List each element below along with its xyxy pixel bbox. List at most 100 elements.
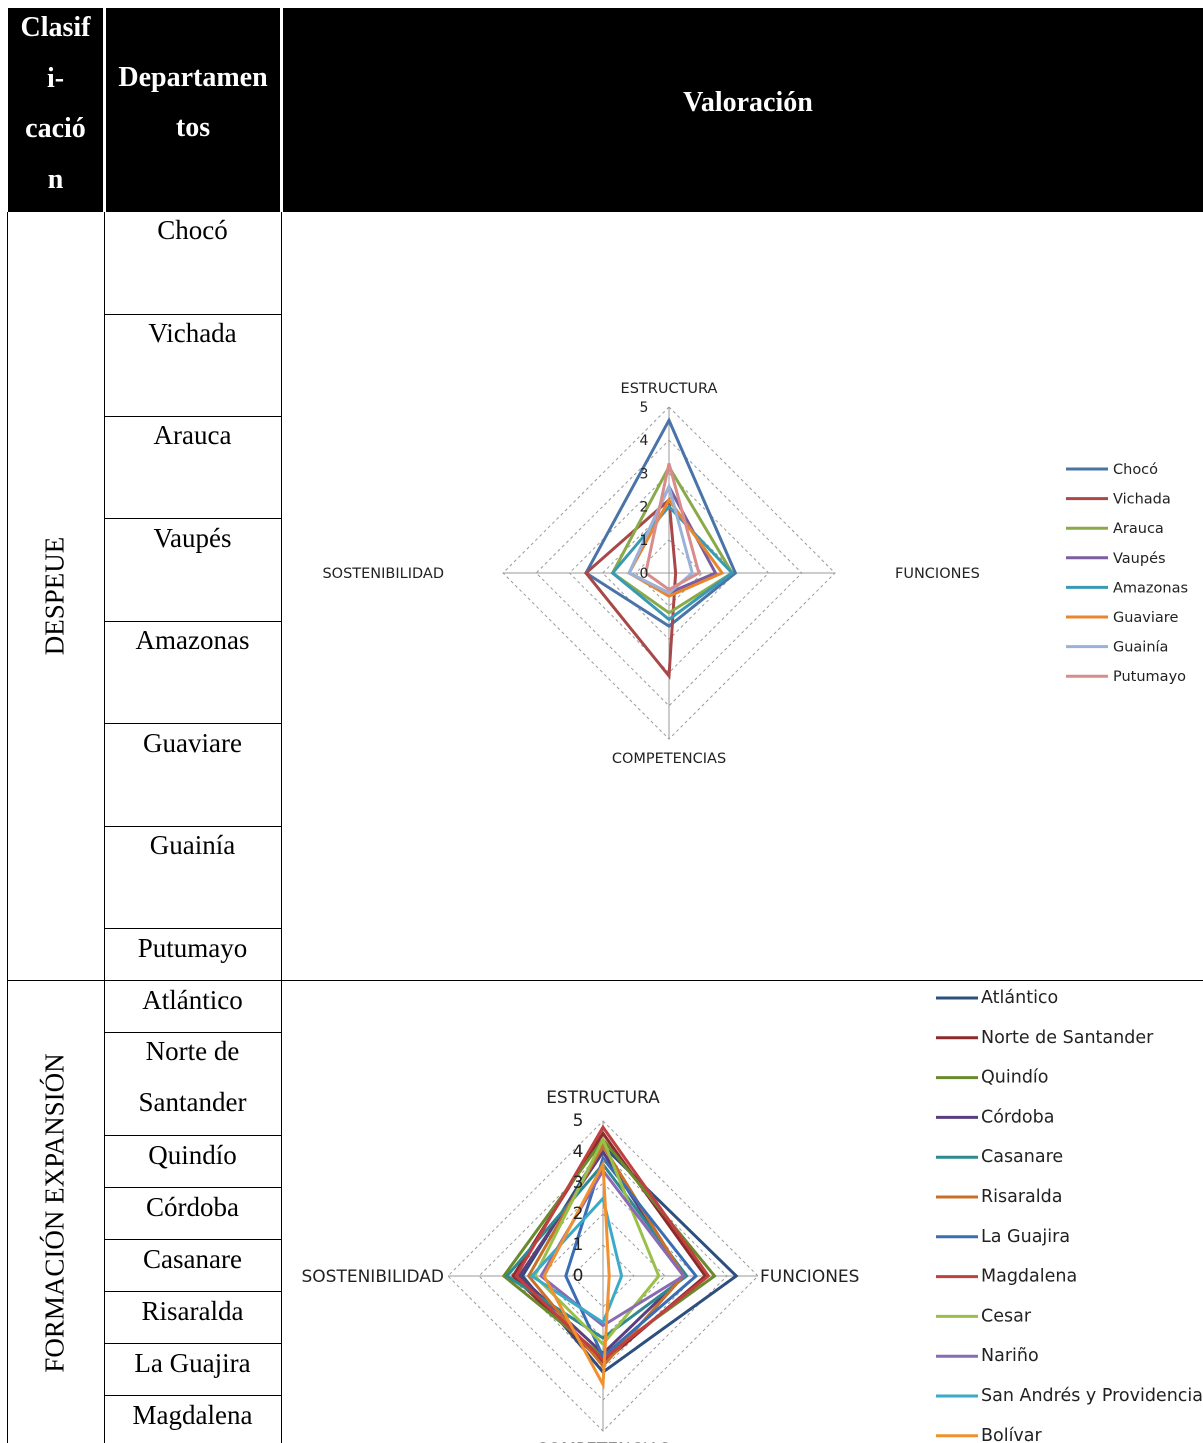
radar-gridline — [571, 1244, 635, 1308]
department-cell: Atlántico — [142, 985, 243, 1015]
radar-tick-label: 2 — [573, 1204, 584, 1224]
radar-series-5 — [610, 504, 735, 622]
row-sep — [104, 621, 282, 622]
grid-left-border — [7, 212, 8, 1443]
department-cell: Córdoba — [146, 1192, 239, 1222]
radar-series-7 — [564, 1155, 699, 1360]
radar-series-9 — [532, 1135, 661, 1347]
radar-chart-1: 0 1 2 3 4 5 ESTRUCTURA FUNCIONES COMPETENCIAS SOS… — [322, 381, 1188, 767]
row-sep — [104, 1395, 282, 1396]
header-clasificacion — [8, 8, 103, 212]
department-cell: Guainía — [149, 830, 236, 860]
legend-label: Vaupés — [1113, 551, 1166, 567]
department-cell-text: Norte de Santander — [138, 1036, 247, 1117]
row-sep — [104, 826, 282, 827]
row-sep — [104, 314, 282, 315]
radar-tick-label: 3 — [640, 466, 649, 482]
department-cell: Putumayo — [137, 933, 248, 963]
legend-label: Córdoba — [981, 1107, 1054, 1127]
legend-label: Quindío — [981, 1068, 1049, 1088]
legend-label: Guaviare — [1113, 610, 1178, 626]
radar-tick-label: 5 — [640, 400, 649, 416]
legend-label: Risaralda — [981, 1187, 1062, 1207]
row-sep — [104, 723, 282, 724]
legend-label: Amazonas — [1113, 580, 1188, 596]
radar-axis-label: SOSTENIBILIDAD — [302, 1267, 445, 1287]
radar-tick-label: 4 — [573, 1142, 584, 1162]
legend-label: Putumayo — [1113, 669, 1186, 685]
legend-label: La Guajira — [981, 1227, 1070, 1247]
department-cell: Arauca — [153, 420, 232, 450]
radar-tick-label: 1 — [573, 1235, 584, 1255]
row-sep — [104, 518, 282, 519]
radar-series-1 — [584, 416, 738, 628]
header-departamentos-line-2: tos — [175, 112, 211, 143]
radar-axis-label: COMPETENCIAS — [536, 1440, 670, 1443]
legend-label: San Andrés y Providencia — [981, 1386, 1203, 1406]
row-sep — [104, 416, 282, 417]
radar-axis-label: ESTRUCTURA — [546, 1088, 660, 1108]
radar-series-3 — [610, 463, 735, 615]
radar-series-6 — [627, 497, 725, 598]
header-valoracion — [283, 8, 1203, 212]
department-cell: Risaralda — [141, 1296, 244, 1326]
radar-chart-2: 0 1 2 3 4 5 ESTRUCTURA FUNCIONES COMPETENCIAS SOS… — [302, 988, 1203, 1443]
radar-tick-label: 1 — [640, 533, 649, 549]
header-departamentos — [106, 8, 280, 212]
grid-col1-border — [104, 212, 105, 1443]
radar-axis-label: FUNCIONES — [760, 1267, 859, 1287]
radar-legend-2: Atlántico Norte de Santander Quindío Córdob… — [936, 988, 1203, 1443]
department-cell: Quindío — [148, 1140, 237, 1170]
department-cell: Vaupés — [153, 523, 232, 553]
row-sep — [104, 1032, 282, 1033]
department-cell: La Guajira — [134, 1348, 251, 1378]
department-cell: Amazonas — [135, 625, 250, 655]
radar-series-7 — [627, 482, 694, 595]
header-clasificacion-line-1: Clasif — [20, 12, 91, 43]
department-cell: Casanare — [143, 1244, 242, 1274]
legend-label: Magdalena — [981, 1267, 1077, 1287]
legend-label: Atlántico — [981, 988, 1058, 1008]
department-cell: Magdalena — [132, 1400, 253, 1430]
radar-tick-label: 3 — [573, 1173, 584, 1193]
header-clasificacion-line-4: n — [47, 164, 64, 195]
radar-series-8 — [644, 463, 701, 592]
radar-legend-1: Chocó Vichada Arauca Vaupés Amazonas Guaviare… — [1066, 462, 1188, 685]
grid-group-divider — [7, 980, 1203, 981]
header-departamentos-line-1: Departamen — [118, 62, 268, 93]
grid-col2-border — [281, 212, 282, 1443]
radar-series-11 — [529, 1195, 624, 1325]
row-sep — [104, 928, 282, 929]
radar-series-12 — [542, 1158, 611, 1390]
department-cell: Guaviare — [143, 728, 242, 758]
department-cell: Chocó — [157, 215, 228, 245]
legend-label: Bolívar — [981, 1426, 1043, 1443]
legend-label: Cesar — [981, 1306, 1032, 1326]
radar-axis-label: COMPETENCIAS — [612, 751, 726, 767]
legend-label: Norte de Santander — [981, 1028, 1154, 1048]
legend-label: Chocó — [1113, 462, 1158, 478]
header-clasificacion-line-2: i- — [46, 63, 65, 94]
radar-tick-label: 0 — [640, 566, 649, 582]
radar-axis-label: ESTRUCTURA — [621, 381, 718, 397]
row-sep — [104, 1291, 282, 1292]
radar-tick-label: 2 — [640, 500, 649, 516]
radar-axis-label: SOSTENIBILIDAD — [322, 566, 444, 582]
row-sep — [104, 1239, 282, 1240]
radar-series-2 — [583, 496, 678, 680]
department-cell: Vichada — [148, 318, 237, 348]
header-clasificacion-line-3: cació — [25, 113, 86, 144]
radar-axis-label: FUNCIONES — [895, 566, 980, 582]
department-cell-norte: Norte de Santander — [105, 1026, 280, 1128]
radar-tick-label: 4 — [640, 433, 649, 449]
legend-label: Casanare — [981, 1147, 1063, 1167]
row-sep — [104, 1135, 282, 1136]
legend-label: Arauca — [1113, 521, 1164, 537]
row-sep — [104, 1187, 282, 1188]
legend-label: Nariño — [981, 1346, 1039, 1366]
radar-tick-label: 5 — [573, 1111, 584, 1131]
row-sep — [104, 1343, 282, 1344]
radar-gridline — [535, 439, 803, 707]
legend-label: Guainía — [1113, 640, 1168, 656]
